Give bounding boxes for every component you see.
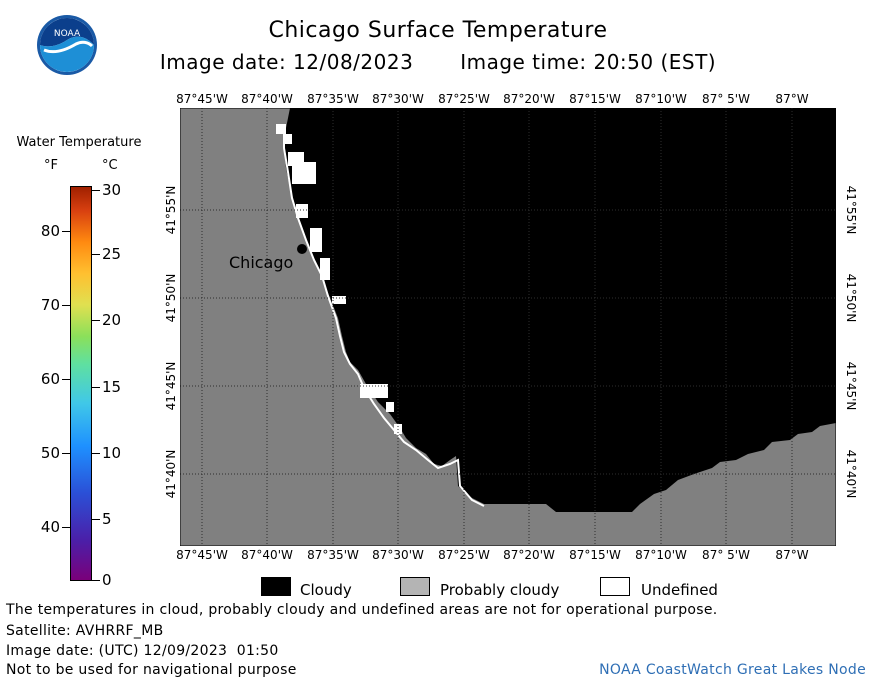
utc-date-note: Image date: (UTC) 12/09/2023 01:50 <box>6 643 279 659</box>
latitude-tick-left: 41°50'N <box>164 273 178 323</box>
celsius-tickmark <box>92 519 100 520</box>
fahrenheit-tickmark <box>62 379 70 380</box>
longitude-tick-top: 87°W <box>775 92 809 106</box>
latitude-tick-left: 41°40'N <box>164 449 178 499</box>
map-subtitle: Image date: 12/08/2023 Image time: 20:50… <box>0 50 876 74</box>
celsius-tick-label: 5 <box>102 510 112 528</box>
fahrenheit-tickmark <box>62 305 70 306</box>
key-cloudy-swatch <box>261 577 291 596</box>
celsius-tickmark <box>92 254 100 255</box>
shoreline <box>283 128 485 507</box>
celsius-tick-label: 0 <box>102 571 112 589</box>
celsius-tick-label: 25 <box>102 245 122 263</box>
longitude-tick-top: 87°20'W <box>503 92 555 106</box>
celsius-tickmark <box>92 580 100 581</box>
credit-text: NOAA CoastWatch Great Lakes Node <box>599 662 866 678</box>
celsius-tickmark <box>92 190 100 191</box>
fahrenheit-tickmark <box>62 453 70 454</box>
fahrenheit-tick-label: 80 <box>40 222 60 240</box>
key-probably-cloudy-label: Probably cloudy <box>440 581 560 599</box>
fahrenheit-tickmark <box>62 527 70 528</box>
latitude-tick-left: 41°55'N <box>164 185 178 235</box>
celsius-tickmark <box>92 453 100 454</box>
temperature-colorbar <box>70 186 92 581</box>
logo-text: NOAA <box>54 29 81 39</box>
key-undefined-label: Undefined <box>641 581 718 599</box>
chicago-marker <box>297 244 307 254</box>
fahrenheit-tick-label: 60 <box>40 370 60 388</box>
key-undefined-swatch <box>600 577 630 596</box>
key-probably-cloudy-swatch <box>400 577 430 596</box>
longitude-tick-top: 87°15'W <box>569 92 621 106</box>
city-label-chicago: Chicago <box>229 253 294 272</box>
longitude-tick-bottom: 87°25'W <box>438 548 490 562</box>
longitude-tick-top: 87°30'W <box>372 92 424 106</box>
longitude-tick-top: 87°25'W <box>438 92 490 106</box>
satellite-note: Satellite: AVHRRF_MB <box>6 623 164 639</box>
longitude-tick-bottom: 87°15'W <box>569 548 621 562</box>
longitude-tick-top: 87°40'W <box>241 92 293 106</box>
navigation-note: Not to be used for navigational purpose <box>6 662 297 678</box>
longitude-tick-bottom: 87°10'W <box>635 548 687 562</box>
fahrenheit-tick-label: 50 <box>40 444 60 462</box>
fahrenheit-tick-label: 70 <box>40 296 60 314</box>
surface-temperature-map <box>180 108 836 546</box>
legend-title: Water Temperature <box>16 135 142 150</box>
longitude-tick-top: 87° 5'W <box>702 92 750 106</box>
latitude-tick-left: 41°45'N <box>164 361 178 411</box>
latitude-tick-right: 41°55'N <box>844 185 858 235</box>
celsius-tickmark <box>92 387 100 388</box>
celsius-tick-label: 15 <box>102 378 122 396</box>
fahrenheit-tickmark <box>62 231 70 232</box>
graticule <box>180 108 836 546</box>
disclaimer-note: The temperatures in cloud, probably clou… <box>6 602 718 618</box>
latitude-tick-right: 41°40'N <box>844 449 858 499</box>
fahrenheit-tick-label: 40 <box>40 518 60 536</box>
legend-unit-celsius: °C <box>102 158 118 173</box>
longitude-tick-bottom: 87°20'W <box>503 548 555 562</box>
cloudy-region <box>284 108 836 512</box>
longitude-tick-bottom: 87°40'W <box>241 548 293 562</box>
legend-unit-fahrenheit: °F <box>44 158 58 173</box>
longitude-tick-top: 87°45'W <box>176 92 228 106</box>
map-title: Chicago Surface Temperature <box>268 18 608 43</box>
longitude-tick-top: 87°10'W <box>635 92 687 106</box>
celsius-tick-label: 10 <box>102 444 122 462</box>
longitude-tick-bottom: 87°35'W <box>307 548 359 562</box>
image-time: Image time: 20:50 (EST) <box>460 50 717 74</box>
key-cloudy-label: Cloudy <box>300 581 352 599</box>
latitude-tick-right: 41°50'N <box>844 273 858 323</box>
celsius-tickmark <box>92 320 100 321</box>
noaa-logo-icon: NOAA <box>37 15 97 75</box>
longitude-tick-top: 87°35'W <box>307 92 359 106</box>
celsius-tick-label: 30 <box>102 181 122 199</box>
longitude-tick-bottom: 87°45'W <box>176 548 228 562</box>
longitude-tick-bottom: 87° 5'W <box>702 548 750 562</box>
image-date: Image date: 12/08/2023 <box>159 50 414 74</box>
longitude-tick-bottom: 87°30'W <box>372 548 424 562</box>
latitude-tick-right: 41°45'N <box>844 361 858 411</box>
celsius-tick-label: 20 <box>102 311 122 329</box>
longitude-tick-bottom: 87°W <box>775 548 809 562</box>
